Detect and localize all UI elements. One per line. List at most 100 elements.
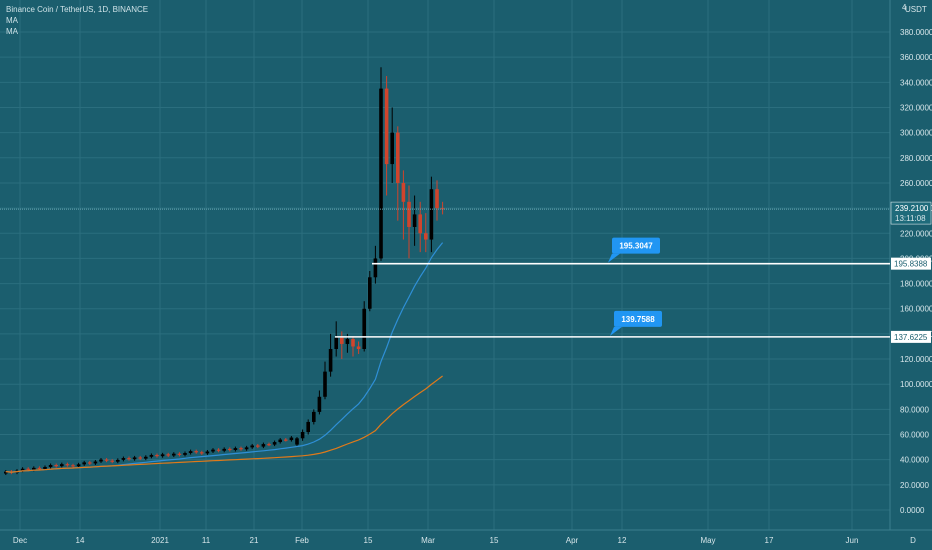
candle-down	[155, 454, 159, 457]
time-tick-label: 15	[490, 536, 499, 545]
candle-down	[194, 451, 198, 453]
candle-up	[99, 459, 103, 462]
candle-up	[222, 448, 226, 451]
callout-pointer	[610, 326, 622, 336]
candle-down	[110, 460, 114, 462]
candle-down	[284, 439, 288, 441]
candle-down	[54, 465, 58, 467]
chart-legend: Binance Coin / TetherUS, 1D, BINANCE MA …	[6, 4, 148, 37]
candle-up	[373, 258, 378, 278]
price-tick-label: 360.0000	[900, 53, 932, 62]
candle-up	[278, 439, 282, 443]
candle-up	[362, 308, 366, 349]
level-price-value: 195.8388	[894, 260, 928, 269]
candle-up	[272, 442, 277, 445]
price-tick-label: 320.0000	[900, 103, 932, 112]
candle-up	[300, 432, 305, 439]
callout-pointer	[608, 253, 620, 263]
ma-slow-line	[5, 375, 443, 473]
candle-down	[239, 448, 243, 450]
candle-down	[418, 214, 422, 234]
callout-label: 195.3047	[619, 242, 653, 251]
callout-box	[612, 237, 660, 254]
currency-badge: 4	[902, 3, 907, 12]
candle-down	[396, 132, 400, 183]
candle-down	[340, 337, 344, 344]
price-tick-label: 340.0000	[900, 78, 932, 87]
candle-up	[211, 449, 215, 452]
time-tick-label: 2021	[151, 536, 169, 545]
candle-up	[144, 456, 148, 459]
candle-up	[43, 466, 47, 469]
price-tick-label: 20.0000	[900, 481, 929, 490]
candle-up	[116, 459, 120, 462]
candle-down	[37, 467, 42, 470]
candle-up	[323, 371, 327, 397]
time-tick-label: 15	[364, 536, 373, 545]
time-tick-label: 14	[76, 536, 85, 545]
currency-label: USDT	[905, 5, 927, 14]
price-tick-label: 80.0000	[900, 405, 929, 414]
level-price-tag	[891, 330, 931, 343]
candle-up	[317, 396, 322, 412]
candle-up	[188, 451, 193, 454]
indicator-ma-2[interactable]: MA	[6, 27, 18, 36]
candle-up	[328, 348, 333, 372]
candle-up	[289, 437, 294, 441]
price-tick-label: 180.0000	[900, 280, 932, 289]
candle-up	[60, 464, 64, 467]
candle-up	[334, 337, 338, 349]
level-price-value: 137.6225	[894, 333, 928, 342]
candle-up	[306, 421, 310, 433]
candle-down	[166, 454, 170, 456]
last-price-tag	[890, 201, 932, 225]
candle-down	[424, 233, 428, 240]
candle-up	[429, 189, 434, 240]
time-tick-label: 17	[765, 536, 774, 545]
price-tick-label: 160.0000	[900, 305, 932, 314]
candle-down	[267, 444, 271, 446]
last-price-value: 239.2100	[895, 204, 929, 213]
price-tick-label: 60.0000	[900, 431, 929, 440]
candle-up	[160, 454, 165, 457]
candle-up	[390, 132, 394, 165]
candle-down	[138, 457, 142, 459]
candle-up	[76, 464, 81, 467]
candle-down	[71, 465, 75, 467]
time-tick-label: Dec	[13, 536, 27, 545]
candle-up	[48, 465, 53, 467]
candle-down	[356, 346, 361, 349]
candle-down	[177, 453, 182, 455]
time-tick-label: 12	[618, 536, 627, 545]
candle-down	[435, 189, 439, 209]
time-tick-label: Apr	[566, 536, 579, 545]
price-tick-label: 300.0000	[900, 129, 932, 138]
candle-down	[88, 462, 92, 464]
candle-up	[368, 277, 372, 309]
candle-up	[261, 444, 266, 447]
candle-up	[379, 88, 383, 259]
candle-up	[250, 445, 254, 448]
period-label: D	[910, 536, 916, 545]
candle-down	[127, 458, 131, 460]
price-tick-label: 280.0000	[900, 154, 932, 163]
candle-up	[233, 448, 238, 450]
candle-down	[401, 182, 406, 202]
level-price-tag	[891, 257, 931, 270]
price-tick-label: 260.0000	[900, 179, 932, 188]
indicator-ma-1[interactable]: MA	[6, 16, 18, 25]
time-tick-label: Feb	[295, 536, 309, 545]
callout-box	[614, 310, 662, 327]
candle-up	[183, 453, 187, 455]
candle-down	[200, 452, 204, 454]
countdown-value: 13:11:08	[895, 214, 926, 223]
candles	[4, 67, 445, 476]
candle-down	[384, 88, 389, 165]
candle-up	[132, 457, 137, 460]
candle-up	[205, 451, 210, 454]
candle-up	[149, 454, 154, 457]
grid-lines	[0, 0, 890, 530]
candle-down	[351, 338, 355, 347]
